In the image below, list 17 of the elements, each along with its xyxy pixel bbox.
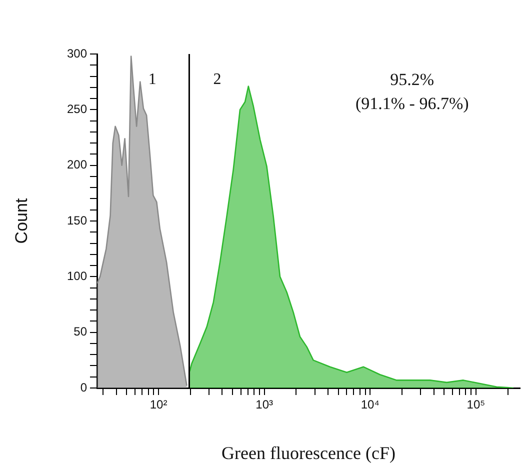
annotation: 1	[148, 71, 156, 88]
x-tick-label: 10³	[256, 398, 274, 412]
y-tick-label: 150	[66, 213, 88, 228]
y-tick-label: 50	[74, 324, 88, 339]
x-axis-title: Green fluorescence (cF)	[222, 442, 396, 463]
x-tick-label: 10⁴	[360, 398, 380, 412]
annotation: (91.1% - 96.7%)	[355, 94, 469, 113]
x-tick-label: 10⁵	[466, 398, 486, 412]
y-axis-title: Count	[12, 198, 31, 244]
y-tick-label: 300	[66, 46, 88, 60]
y-tick-label: 250	[66, 102, 88, 116]
annotation: 95.2%	[390, 70, 434, 89]
x-tick-label: 10²	[150, 398, 168, 412]
annotation: 2	[213, 71, 222, 88]
y-tick-label: 100	[66, 268, 88, 283]
y-tick-label: 200	[66, 158, 88, 172]
y-tick-label: 0	[80, 380, 88, 394]
